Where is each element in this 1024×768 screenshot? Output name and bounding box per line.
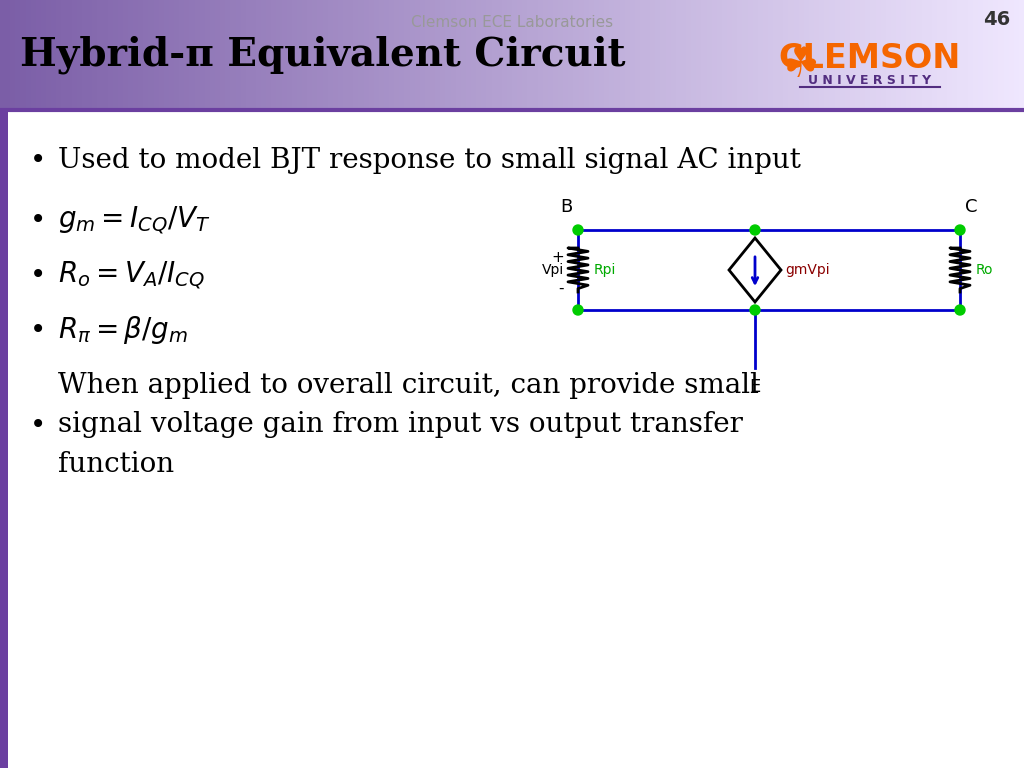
Circle shape	[955, 305, 965, 315]
Text: •: •	[30, 261, 46, 289]
Circle shape	[955, 225, 965, 235]
Circle shape	[573, 305, 583, 315]
Circle shape	[573, 225, 583, 235]
Text: CLEMSON: CLEMSON	[779, 41, 962, 74]
Text: +: +	[551, 250, 564, 266]
Text: Ro: Ro	[976, 263, 993, 277]
Text: •: •	[30, 206, 46, 234]
Text: When applied to overall circuit, can provide small
signal voltage gain from inpu: When applied to overall circuit, can pro…	[58, 372, 759, 478]
Text: •: •	[30, 316, 46, 344]
Text: $R_o = V_A/I_{CQ}$: $R_o = V_A/I_{CQ}$	[58, 259, 205, 291]
Text: U N I V E R S I T Y: U N I V E R S I T Y	[808, 74, 932, 87]
Text: C: C	[965, 198, 978, 216]
Circle shape	[750, 225, 760, 235]
Text: Rpi: Rpi	[594, 263, 616, 277]
Text: Hybrid-π Equivalent Circuit: Hybrid-π Equivalent Circuit	[20, 36, 626, 74]
Circle shape	[750, 305, 760, 315]
Text: gmVpi: gmVpi	[785, 263, 829, 277]
Text: 46: 46	[983, 10, 1010, 29]
Text: •: •	[30, 146, 46, 174]
Text: E: E	[750, 378, 761, 396]
Text: $R_\pi = \beta/g_m$: $R_\pi = \beta/g_m$	[58, 314, 188, 346]
Text: $g_m = I_{CQ}/V_T$: $g_m = I_{CQ}/V_T$	[58, 204, 211, 236]
Text: Clemson ECE Laboratories: Clemson ECE Laboratories	[411, 15, 613, 30]
Text: •: •	[30, 411, 46, 439]
Text: -: -	[558, 280, 564, 296]
Text: ☘: ☘	[781, 44, 818, 86]
Text: Vpi: Vpi	[542, 263, 564, 277]
Text: Used to model BJT response to small signal AC input: Used to model BJT response to small sign…	[58, 147, 801, 174]
Text: B: B	[561, 198, 573, 216]
